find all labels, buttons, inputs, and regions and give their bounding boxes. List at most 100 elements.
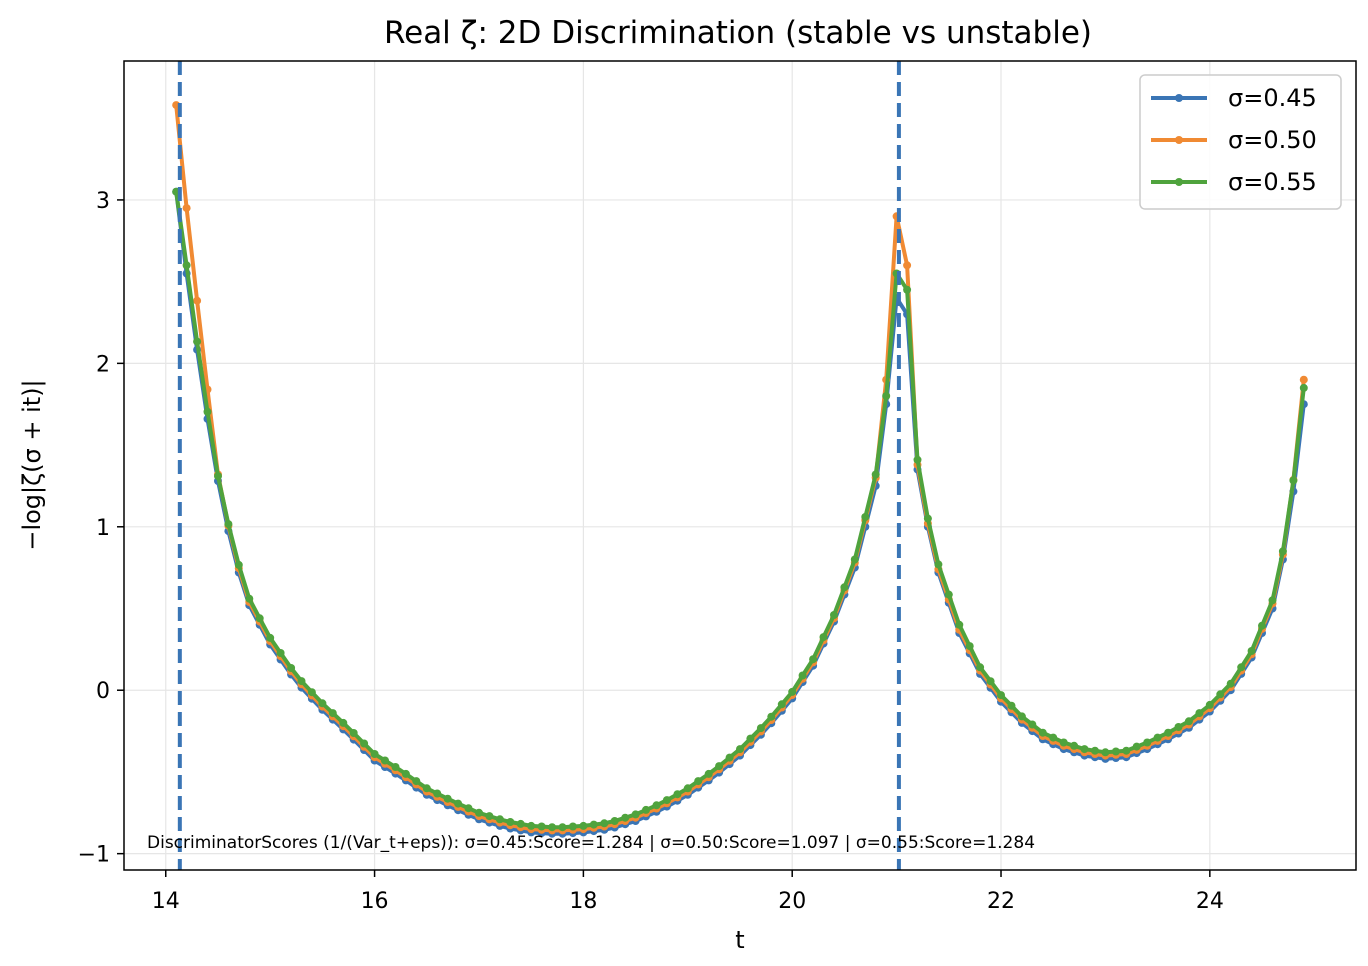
data-point: [819, 633, 828, 642]
data-point: [673, 790, 682, 799]
data-point: [965, 642, 974, 651]
data-point: [1080, 745, 1089, 754]
data-point: [903, 285, 912, 294]
data-point: [621, 813, 630, 822]
data-point: [475, 808, 483, 817]
data-point: [662, 796, 671, 805]
data-point: [1007, 701, 1016, 710]
data-point: [903, 261, 912, 270]
series-σ=0.45: [172, 187, 1308, 838]
x-axis-label: t: [735, 926, 744, 954]
data-point: [339, 718, 348, 727]
data-point: [506, 818, 515, 826]
data-point: [1247, 647, 1256, 655]
x-tick-label: 22: [987, 889, 1015, 914]
data-point: [1226, 679, 1235, 688]
data-point: [193, 337, 202, 346]
data-point: [736, 745, 744, 754]
data-point: [788, 687, 797, 696]
data-point: [214, 472, 222, 481]
data-point: [485, 812, 494, 821]
data-point: [1143, 738, 1152, 747]
data-point: [1195, 709, 1204, 718]
data-point: [193, 296, 202, 305]
data-point: [1059, 738, 1068, 747]
data-point: [266, 633, 275, 642]
data-point: [704, 769, 713, 778]
data-point: [1278, 547, 1287, 556]
data-point: [537, 822, 546, 831]
data-point: [683, 784, 692, 793]
legend-box: [1139, 74, 1342, 210]
plot-frame: [123, 60, 1357, 871]
data-point: [349, 729, 358, 737]
legend-marker: [1175, 94, 1183, 102]
data-point: [777, 700, 786, 709]
series-lines: [172, 61, 1308, 870]
data-point: [454, 799, 463, 808]
data-point: [495, 815, 504, 824]
data-point: [318, 699, 327, 708]
data-point: [809, 655, 818, 664]
data-point: [746, 734, 755, 743]
data-point: [1038, 728, 1047, 737]
data-point: [976, 663, 985, 672]
data-point: [182, 261, 191, 270]
data-point: [1101, 748, 1110, 757]
data-point: [1091, 746, 1099, 755]
data-point: [1164, 728, 1173, 737]
x-tick-label: 16: [361, 889, 389, 914]
data-point: [589, 820, 598, 829]
data-point: [1237, 663, 1246, 672]
data-point: [579, 821, 588, 830]
data-point: [830, 611, 838, 619]
discriminator-scores-annotation: DiscriminatorScores (1/(Var_t+eps)): σ=0…: [147, 833, 1035, 853]
data-point: [381, 756, 389, 765]
legend-marker: [1175, 136, 1183, 144]
data-point: [631, 810, 640, 819]
data-point: [276, 649, 285, 657]
data-point: [694, 777, 703, 786]
data-point: [443, 794, 452, 803]
data-point: [401, 769, 410, 778]
data-point: [610, 817, 619, 825]
y-tick-label: −1: [78, 843, 110, 868]
data-point: [1111, 747, 1120, 756]
data-point: [558, 823, 567, 832]
y-tick-label: 0: [96, 679, 110, 704]
data-point: [1184, 717, 1193, 726]
data-point: [182, 204, 191, 213]
data-point: [1028, 720, 1037, 729]
data-point: [370, 750, 379, 758]
legend-label: σ=0.45: [1228, 84, 1317, 112]
data-point: [1258, 621, 1266, 630]
data-point: [527, 821, 536, 830]
data-point: [955, 620, 964, 629]
data-point: [725, 753, 734, 762]
data-point: [1216, 690, 1225, 699]
legend: σ=0.45 σ=0.50 σ=0.55: [1139, 74, 1342, 210]
data-point: [360, 739, 369, 748]
data-point: [600, 819, 609, 828]
data-point: [861, 513, 870, 521]
data-point: [767, 712, 776, 721]
data-point: [328, 709, 337, 718]
data-point: [224, 520, 233, 529]
data-point: [944, 590, 953, 599]
data-point: [391, 763, 400, 771]
data-point: [1174, 723, 1183, 731]
data-point: [986, 677, 995, 686]
data-point: [255, 614, 264, 623]
data-point: [997, 691, 1005, 700]
axis-ticks: 14 16 18 20 22 24 −1 0 1 2 3: [78, 189, 1224, 914]
data-point: [642, 805, 650, 814]
data-point: [234, 560, 243, 569]
data-point: [715, 762, 724, 771]
data-point: [1268, 596, 1277, 605]
data-point: [412, 777, 421, 786]
data-point: [433, 789, 442, 798]
data-point: [871, 470, 880, 479]
y-axis-label: −log|ζ(σ + it)|: [18, 379, 46, 550]
x-tick-label: 24: [1196, 889, 1224, 914]
